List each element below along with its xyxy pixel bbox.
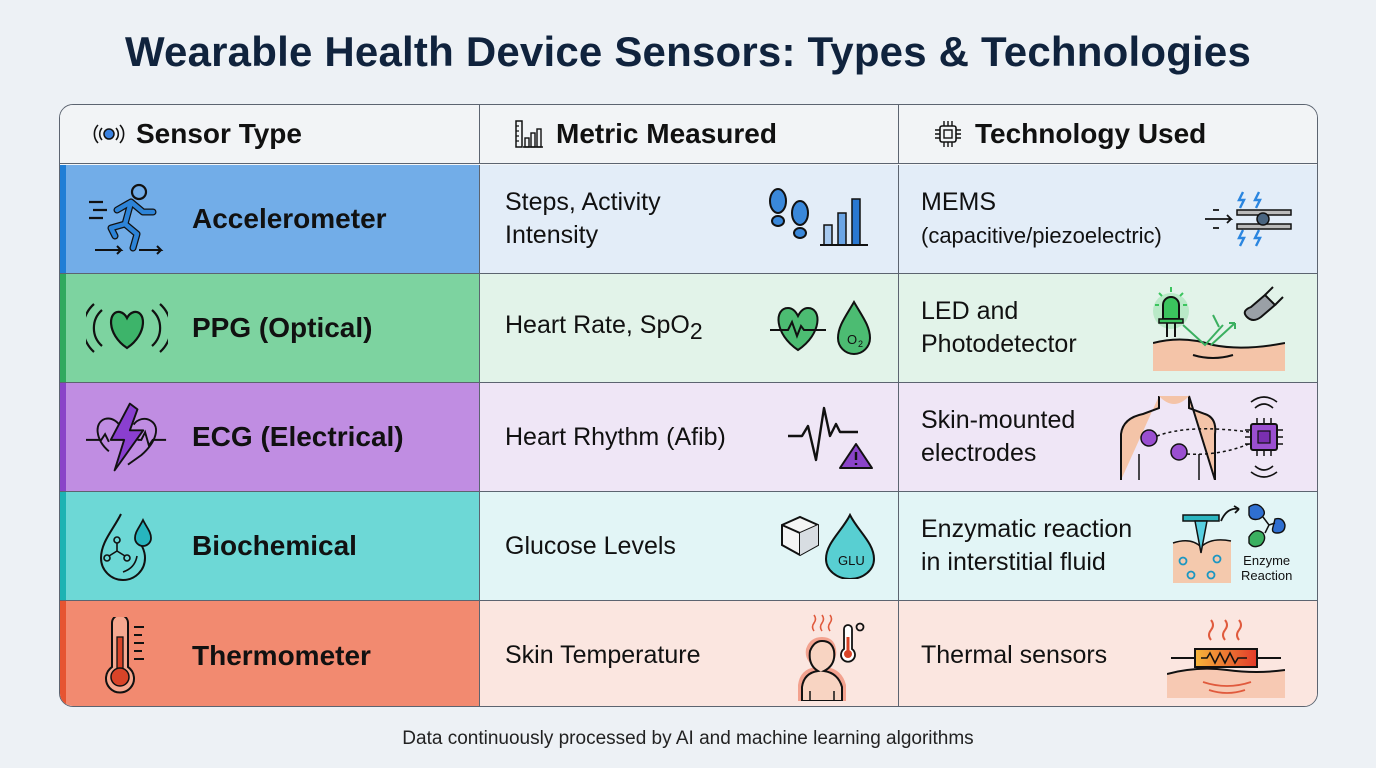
metric-text: Skin Temperature [505,641,701,669]
sensor-cell: ECG (Electrical) [60,383,480,491]
tech-line: Skin-mounted [921,406,1076,434]
sensor-cell: Accelerometer [60,165,480,273]
sensor-waves-icon [92,117,126,151]
metric-cell: Heart Rhythm (Afib) [480,383,899,491]
header-label: Sensor Type [136,118,302,149]
tech-cell: Thermal sensors [899,601,1317,706]
column-header-technology-used: Technology Used [899,105,1317,163]
tech-line: Enzymatic reaction [921,515,1133,543]
sensor-cell: PPG (Optical) [60,274,480,382]
metric-cell: Skin Temperature [480,601,899,706]
metric-line: Heart Rate, SpO [505,310,690,339]
metric-cell: Steps, Activity Intensity [480,165,899,273]
column-header-metric-measured: Metric Measured [480,105,899,163]
tech-cell: Enzymatic reaction in interstitial fluid… [899,492,1317,600]
torso-electrodes-chip-icon [1119,394,1289,480]
table-row: Accelerometer Steps, Activity Intensity … [60,165,1317,274]
footprints-bar-chart-icon [766,187,876,251]
led-photodetector-skin-icon [1153,285,1285,371]
tech-cell: MEMS (capacitive/piezoelectric) [899,165,1317,273]
person-heat-thermometer-icon [790,611,870,701]
tech-line: MEMS [921,188,996,216]
table-header: Sensor Type Metric Measured Technology U… [60,105,1317,164]
heart-signal-icon [86,288,168,368]
tech-text: LED and Photodetector [921,295,1077,361]
tech-text: Enzymatic reaction in interstitial fluid [921,513,1132,579]
tech-text: Skin-mounted electrodes [921,404,1075,470]
tech-text: MEMS (capacitive/piezoelectric) [921,186,1162,252]
header-label: Metric Measured [556,118,777,149]
metric-text: Heart Rhythm (Afib) [505,422,726,451]
thermistor-skin-icon [1167,614,1285,698]
row-accent-bar [60,383,66,491]
svg-text:2: 2 [858,339,863,349]
svg-text:O: O [847,332,857,347]
microneedle-enzyme-icon: Enzyme Reaction [1171,503,1299,589]
tech-cell: LED and Photodetector [899,274,1317,382]
row-accent-bar [60,274,66,382]
table-row: Thermometer Skin Temperature Thermal sen… [60,601,1317,706]
tech-line: in interstitial fluid [921,548,1106,576]
mems-plates-icon [1203,186,1295,252]
glu-drop-label: GLU [838,553,865,568]
sensor-name: PPG (Optical) [192,312,373,343]
molecule-drop-icon [86,506,168,586]
metric-line: Steps, Activity [505,188,661,216]
ecg-warning-icon [786,404,876,470]
running-person-icon [86,179,168,259]
metric-line: Intensity [505,221,599,249]
row-accent-bar [60,492,66,600]
tech-line: LED and [921,297,1019,325]
row-accent-bar [60,165,66,273]
enzyme-label: Enzyme [1243,553,1291,568]
page-title: Wearable Health Device Sensors: Types & … [124,28,1252,75]
heart-lightning-icon [86,397,168,477]
tech-cell: Skin-mounted electrodes [899,383,1317,491]
sensor-name: Accelerometer [192,203,387,234]
thermometer-icon [86,616,168,696]
row-accent-bar [60,601,66,706]
sugar-cube-glucose-drop-icon: GLU [780,513,876,579]
sensor-name: Thermometer [192,639,371,671]
tech-line: (capacitive/piezoelectric) [921,223,1162,248]
tech-line: electrodes [921,439,1037,467]
metric-subscript: 2 [689,317,703,344]
sensor-name: Biochemical [192,530,357,561]
tech-text: Thermal sensors [921,641,1108,669]
column-header-sensor-type: Sensor Type [60,105,480,163]
table-row: ECG (Electrical) Heart Rhythm (Afib) Ski… [60,383,1317,492]
metric-cell: Glucose Levels GLU [480,492,899,600]
tech-line: Photodetector [921,330,1077,358]
sensor-cell: Thermometer [60,601,480,706]
reaction-label: Reaction [1241,568,1293,583]
footer-note: Data continuously processed by AI and ma… [402,728,974,749]
metric-text: Heart Rate, SpO2 [505,309,703,348]
metric-text: Glucose Levels [505,531,676,560]
sensor-name: ECG (Electrical) [192,421,404,452]
sensor-table: Sensor Type Metric Measured Technology U… [59,104,1318,707]
header-label: Technology Used [975,118,1207,149]
microchip-icon [931,117,965,151]
table-row: Biochemical Glucose Levels GLU Enzymatic… [60,492,1317,601]
metric-text: Steps, Activity Intensity [505,186,661,252]
sensor-cell: Biochemical [60,492,480,600]
ruler-chart-icon [512,117,546,151]
